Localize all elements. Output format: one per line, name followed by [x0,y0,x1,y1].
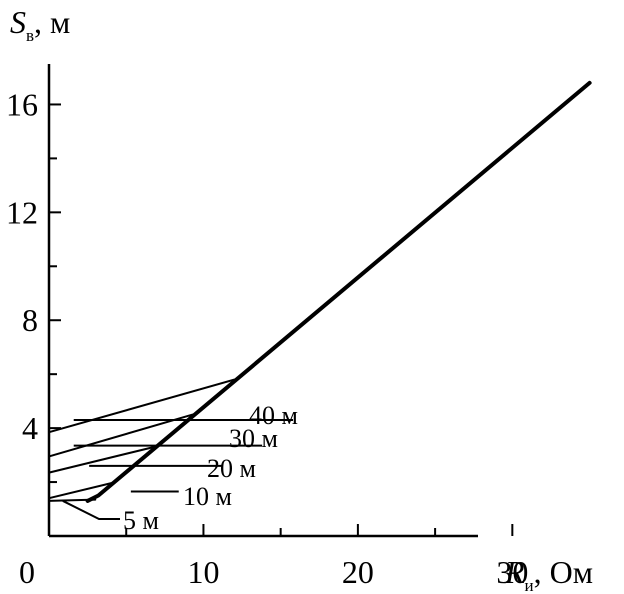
y-tick-label: 12 [6,194,38,230]
curve-line [48,498,97,502]
y-axis-symbol: S [10,4,26,40]
curve-line [48,446,155,474]
y-axis-unit: , м [34,4,70,40]
curve-labels: 5 м 10 м20 м30 м40 м [123,401,298,535]
y-tick-label: 4 [22,410,38,446]
series-lines [48,80,592,503]
x-tick-label: 10 [187,554,219,590]
x-tick-label: 30 [496,554,528,590]
y-axis-label: Sв, м [10,4,70,45]
x-axis-unit: , Ом [534,554,593,590]
curve-line [48,481,117,500]
curve-label: 30 м [229,424,278,453]
x-axis-subscript: и [525,576,534,594]
main-curve [85,80,592,503]
x-axis-label: Rи, Ом [504,554,593,594]
curve-line [48,413,194,458]
y-tick-label: 8 [22,302,38,338]
curve-label: 40 м [249,401,298,430]
x-tick-label: 20 [342,554,374,590]
x-axis-symbol: R [504,554,525,590]
label-leader-line [62,500,120,520]
curve-label: 5 м [123,506,159,535]
x-tick-label: 0 [19,554,35,590]
ticks [49,103,514,536]
y-axis-subscript: в [26,26,34,45]
label-leaders [62,419,294,520]
curve-label: 10 м [183,482,232,511]
y-tick-label: 16 [6,86,38,122]
curve-line [48,378,236,434]
curve-label: 20 м [207,454,256,483]
tick-labels: 4 8 12 16 0 10 20 30 [6,86,528,590]
